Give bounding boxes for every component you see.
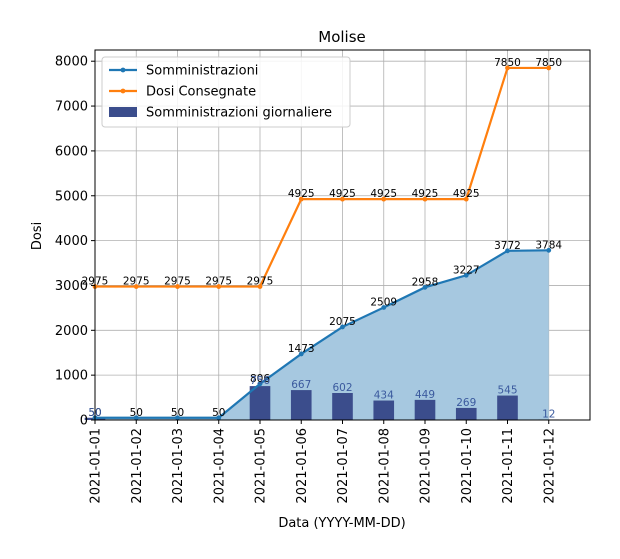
dosi-consegnate-point (257, 284, 263, 289)
x-tick-label: 2021-01-02 (130, 428, 145, 504)
somministrazioni-point (422, 284, 428, 290)
giornaliere-label: 545 (497, 385, 517, 397)
legend-swatch-marker (120, 88, 126, 94)
somministrazioni-point (381, 305, 387, 310)
somministrazioni-point (298, 351, 304, 357)
dosi-consegnate-label: 4925 (370, 188, 397, 200)
legend-entry: Somministrazioni giornaliere (146, 106, 332, 121)
legend: Somministrazioni Dosi Consegnate Somminist… (101, 56, 351, 128)
dosi-consegnate-label: 2975 (164, 276, 191, 288)
somministrazioni-label: 50 (130, 407, 143, 419)
somministrazioni-label: 1473 (288, 343, 315, 355)
somministrazioni-point (257, 381, 263, 387)
giornaliere-label: 602 (332, 382, 352, 394)
somministrazioni-point (546, 247, 552, 253)
somministrazioni-label: 3227 (453, 264, 480, 276)
bar-giornaliere (249, 386, 271, 420)
somministrazioni-label: 3784 (535, 239, 562, 251)
somministrazioni-point (216, 415, 222, 421)
bar-giornaliere (373, 400, 395, 420)
somministrazioni-area (95, 250, 549, 420)
dosi-consegnate-label: 4925 (329, 188, 356, 200)
dosi-consegnate-point (546, 65, 552, 71)
x-tick-label: 2021-01-06 (295, 428, 310, 504)
dosi-consegnate-label: 7850 (535, 57, 562, 69)
x-axis-label: Data (YYYY-MM-DD) (278, 516, 405, 531)
dosi-consegnate-point (463, 196, 469, 202)
somministrazioni-label: 2075 (329, 316, 356, 328)
legend-swatch-marker (120, 67, 126, 73)
chart-title: Molise (318, 28, 366, 46)
legend-swatch-bar (109, 107, 137, 117)
dosi-consegnate-label: 7850 (494, 57, 521, 69)
y-tick-label: 3000 (55, 279, 88, 294)
giornaliere-label: 12 (542, 408, 555, 420)
dosi-consegnate-line (95, 66, 549, 288)
x-tick-label: 2021-01-12 (542, 428, 557, 504)
somministrazioni-point (463, 272, 469, 278)
giornaliere-label: 756 (250, 375, 270, 387)
dosi-consegnate-label: 2975 (247, 276, 274, 288)
x-tick-label: 2021-01-01 (89, 428, 104, 504)
dosi-consegnate-point (133, 284, 139, 289)
dosi-consegnate-point (505, 65, 510, 71)
x-tick-label: 2021-01-09 (419, 428, 434, 504)
dosi-consegnate-label: 4925 (288, 188, 315, 200)
dosi-consegnate-label: 4925 (453, 188, 480, 200)
dosi-consegnate-label: 2975 (123, 276, 150, 288)
y-tick-label: 8000 (55, 55, 88, 70)
somministrazioni-point (505, 248, 510, 254)
somministrazioni-line (95, 249, 549, 419)
dosi-consegnate-point (422, 196, 428, 202)
somministrazioni-label: 2509 (370, 296, 397, 308)
somministrazioni-point (340, 324, 345, 330)
legend-entry: Dosi Consegnate (146, 85, 256, 100)
somministrazioni-label: 3772 (494, 240, 521, 252)
x-tick-label: 2021-01-03 (171, 428, 186, 504)
y-tick-label: 4000 (55, 234, 88, 249)
y-axis-label: Dosi (30, 222, 45, 250)
giornaliere-label: 667 (291, 379, 311, 391)
x-tick-label: 2021-01-05 (254, 428, 269, 504)
x-tick-label: 2021-01-04 (212, 428, 227, 504)
dosi-consegnate-point (175, 284, 180, 289)
y-tick-label: 7000 (55, 100, 88, 115)
dosi-consegnate-label: 4925 (412, 188, 439, 200)
bar-giornaliere (455, 407, 477, 420)
bar-giornaliere (290, 390, 312, 420)
giornaliere-label: 269 (456, 397, 476, 409)
y-tick-label: 2000 (55, 324, 88, 339)
somministrazioni-label: 2958 (412, 276, 439, 288)
somministrazioni-point (133, 415, 139, 421)
bar-giornaliere (497, 395, 518, 420)
bar-giornaliere (414, 399, 436, 420)
x-tick-label: 2021-01-10 (460, 428, 475, 504)
dosi-consegnate-point (298, 196, 304, 202)
y-tick-label: 5000 (55, 189, 88, 204)
dosi-consegnate-point (216, 284, 222, 289)
bar-giornaliere (332, 393, 353, 420)
giornaliere-label: 434 (374, 390, 394, 402)
somministrazioni-label: 50 (212, 407, 225, 419)
somministrazioni-label: 806 (250, 373, 270, 385)
x-tick-label: 2021-01-07 (336, 428, 351, 504)
x-tick-label: 2021-01-11 (501, 428, 516, 504)
y-tick-label: 6000 (55, 144, 88, 159)
legend-entry: Somministrazioni (146, 64, 258, 79)
somministrazioni-label: 50 (171, 407, 184, 419)
legend-box (101, 56, 351, 128)
somministrazioni-point (175, 415, 180, 421)
y-tick-label: 0 (80, 414, 88, 429)
dosi-consegnate-point (381, 196, 387, 202)
dosi-consegnate-label: 2975 (205, 276, 232, 288)
y-tick-label: 1000 (55, 369, 88, 384)
giornaliere-label: 449 (415, 389, 435, 401)
x-tick-label: 2021-01-08 (377, 428, 392, 504)
dosi-consegnate-point (340, 196, 345, 202)
